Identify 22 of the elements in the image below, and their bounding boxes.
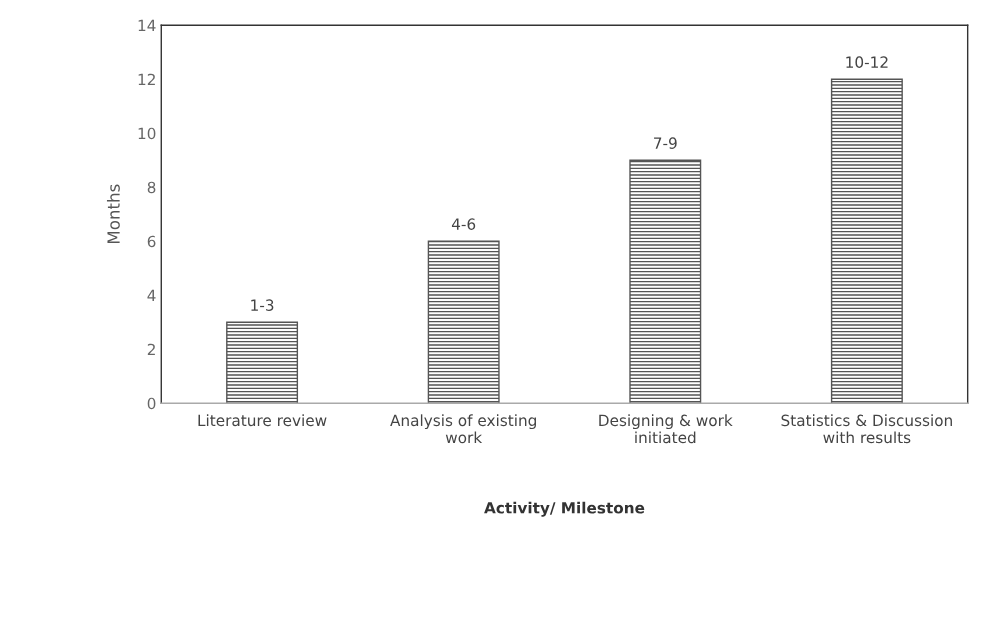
x-tick-label: Literature review bbox=[198, 414, 327, 427]
x-tick-label: Designing & work initiated bbox=[599, 414, 733, 444]
bar bbox=[226, 321, 299, 404]
y-tick-label: 14 bbox=[138, 19, 156, 31]
y-tick-label: 12 bbox=[138, 73, 155, 85]
y-tick-label: 6 bbox=[147, 235, 156, 248]
bar bbox=[629, 159, 702, 404]
data-label: 4-6 bbox=[451, 218, 476, 230]
y-tick-label: 2 bbox=[147, 343, 155, 355]
data-label: 1-3 bbox=[251, 299, 274, 311]
y-tick-label: 8 bbox=[147, 181, 156, 194]
data-label: 10-12 bbox=[846, 56, 888, 68]
x-tick-label: Statistics & Discussion with results bbox=[781, 414, 952, 444]
y-tick-label: 4 bbox=[147, 289, 156, 301]
y-tick-label: 0 bbox=[147, 397, 156, 410]
x-axis-title: Activity/ Milestone bbox=[484, 501, 645, 517]
bar bbox=[830, 78, 903, 404]
y-tick-label: 10 bbox=[138, 127, 156, 140]
data-label: 7-9 bbox=[654, 137, 677, 149]
bar bbox=[427, 240, 500, 404]
x-tick-label: Analysis of existing work bbox=[390, 414, 536, 444]
y-axis-title: Months bbox=[106, 184, 120, 244]
